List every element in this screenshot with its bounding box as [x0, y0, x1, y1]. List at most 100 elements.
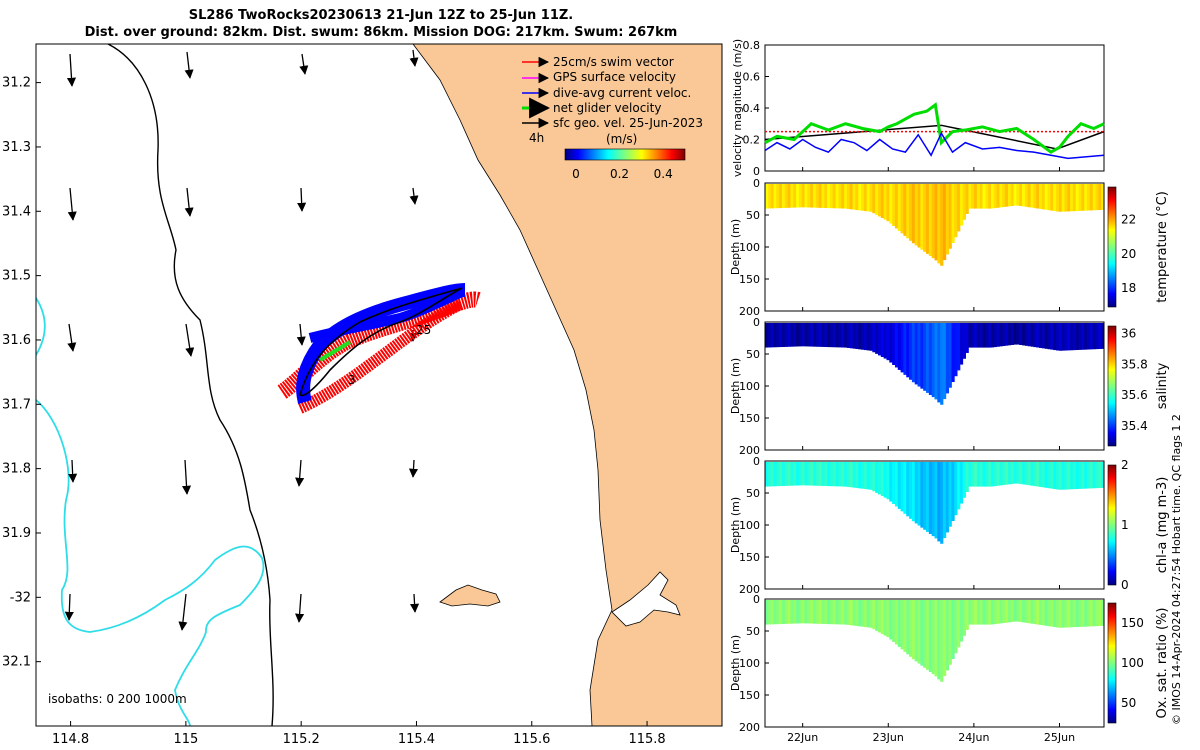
section-profile-cell — [937, 600, 941, 680]
section-profile-cell — [1036, 184, 1040, 209]
section-colorbar-tick-label: 20 — [1121, 247, 1136, 261]
section-profile-cell — [1098, 462, 1102, 488]
section-profile-cell — [909, 184, 913, 241]
section-profile-cell — [1061, 323, 1065, 351]
section-profile-cell — [776, 323, 780, 348]
section-profile-cell — [878, 184, 882, 217]
section-profile-cell — [1036, 462, 1040, 487]
section-profile-cell — [965, 600, 969, 630]
section-profile-cell — [784, 323, 788, 347]
section-profile-cell — [1078, 462, 1082, 489]
section-profile-cell — [954, 600, 958, 654]
section-profile-cell — [962, 462, 966, 498]
section-y-tick-label: 200 — [739, 583, 760, 596]
section-profile-cell — [1010, 600, 1014, 622]
section-profile-cell — [765, 600, 769, 625]
velocity-series-2-line — [764, 102, 1105, 154]
section-profile-cell — [821, 323, 825, 347]
section-profile-cell — [767, 184, 772, 209]
section-profile-cell — [829, 462, 834, 487]
section-profile-cell — [1087, 323, 1091, 350]
section-profile-cell — [931, 323, 935, 398]
section-profile-cell — [1081, 323, 1085, 350]
section-profile-cell — [849, 462, 853, 488]
section-profile-cell — [880, 462, 885, 497]
section-profile-cell — [846, 600, 851, 625]
section-profile-cell — [954, 323, 958, 377]
section-profile-cell — [1058, 600, 1063, 628]
section-profile-cell — [793, 184, 797, 208]
section-profile-cell — [818, 462, 822, 486]
velocity-arrow — [408, 459, 419, 478]
section-y-tick-label: 100 — [739, 241, 760, 254]
section-profile-cell — [875, 323, 879, 354]
section-profile-cell — [844, 323, 848, 348]
section-profile-cell — [1067, 600, 1071, 628]
section-profile-cell — [982, 600, 986, 625]
section-profile-cell — [993, 323, 998, 348]
section-profile-cell — [948, 462, 952, 527]
velocity-arrow — [184, 51, 194, 79]
section-profile-cell — [991, 600, 995, 625]
section-profile-cell — [770, 600, 774, 625]
section-profile-cell — [931, 462, 935, 537]
section-profile-cell — [906, 184, 910, 239]
section-profile-cell — [815, 462, 820, 486]
section-colorbar-tick-label: 36 — [1121, 327, 1136, 341]
section-profile-cell — [1064, 323, 1068, 351]
section-profile-cell — [999, 323, 1003, 347]
section-profile-cell — [1089, 462, 1094, 489]
section-profile-cell — [1007, 323, 1012, 346]
section-profile-cell — [954, 184, 958, 238]
section-profile-cell — [1044, 323, 1048, 349]
land-area — [412, 44, 722, 726]
section-profile-cell — [1072, 462, 1077, 490]
section-profile-cell — [985, 462, 989, 487]
isobath-1000m-lower — [36, 399, 265, 726]
section-y-tick-label: 0 — [753, 593, 760, 606]
section-y-tick-label: 200 — [739, 305, 760, 318]
section-profile-cell — [914, 600, 918, 662]
velocity-arrow — [67, 187, 77, 221]
section-y-tick-label: 0 — [753, 316, 760, 329]
speed-colorbar-tick-label: 0.2 — [610, 167, 629, 181]
section-profile-cell — [810, 462, 814, 486]
section-profile-cell — [1098, 323, 1102, 349]
section-profile-cell — [1087, 462, 1091, 489]
section-profile-cell — [897, 323, 901, 370]
section-profile-cell — [832, 323, 837, 348]
section-profile-cell — [863, 323, 868, 351]
section-profile-cell — [1061, 462, 1065, 490]
section-colorbar — [1107, 325, 1117, 447]
section-profile-cell — [900, 323, 904, 373]
section-profile-cell — [931, 600, 935, 675]
map-y-tick-label: 31.8 — [2, 462, 31, 477]
section-profile-cell — [779, 462, 783, 487]
section-profile-cell — [991, 462, 995, 487]
section-profile-cell — [985, 323, 989, 348]
section-profile-cell — [773, 462, 777, 487]
section-profile-cell — [886, 323, 890, 361]
section-profile-cell — [1081, 184, 1085, 211]
section-profile-cell — [920, 462, 924, 528]
section-profile-cell — [1013, 462, 1017, 484]
section-colorbar — [1107, 464, 1117, 586]
section-colorbar-tick-label: 1 — [1121, 518, 1129, 532]
section-colorbar-label: Ox. sat. ratio (%) — [1155, 608, 1170, 719]
section-profile-cell — [866, 184, 870, 212]
section-profile-cell — [829, 323, 834, 348]
section-profile-cell — [773, 323, 777, 348]
section-profile-cell — [818, 600, 822, 624]
section-profile-cell — [858, 323, 862, 350]
section-y-axis-label: Depth (m) — [729, 497, 742, 553]
section-profile-cell — [844, 462, 848, 487]
section-profile-cell — [988, 184, 992, 209]
section-profile-cell — [1089, 600, 1094, 627]
section-profile-cell — [1027, 323, 1031, 347]
section-profile-cell — [861, 600, 865, 627]
section-profile-cell — [1024, 323, 1029, 346]
section-profile-cell — [858, 462, 862, 489]
section-profile-cell — [897, 184, 901, 231]
section-profile-cell — [1070, 600, 1074, 628]
